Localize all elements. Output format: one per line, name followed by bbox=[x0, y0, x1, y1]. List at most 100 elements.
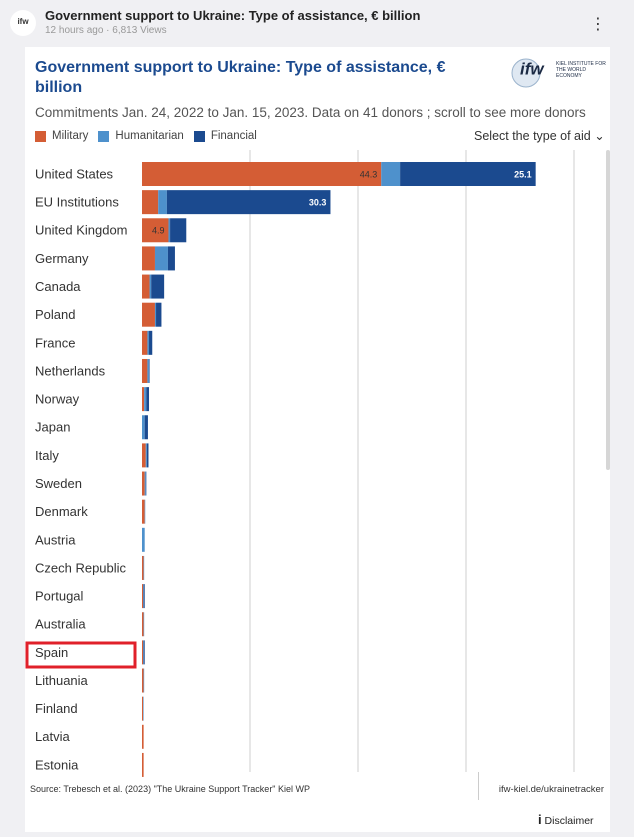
bar-segment bbox=[142, 302, 155, 327]
legend-item[interactable]: Humanitarian bbox=[98, 130, 184, 142]
bar-segment bbox=[142, 471, 145, 496]
category-label: Estonia bbox=[35, 757, 79, 772]
aid-type-select[interactable]: Select the type of aid ⌄ bbox=[474, 129, 605, 143]
logo: ifw KIEL INSTITUTE FOR THE WORLD ECONOMY bbox=[498, 55, 608, 91]
disclaimer[interactable]: i Disclaimer bbox=[538, 812, 594, 827]
category-label: Australia bbox=[35, 617, 86, 632]
bar-segment bbox=[142, 415, 145, 440]
bar-segment bbox=[400, 162, 536, 186]
category-label: Netherlands bbox=[35, 363, 106, 378]
bar-segment bbox=[149, 274, 152, 299]
bar-segment bbox=[166, 190, 331, 215]
category-label: Italy bbox=[35, 448, 59, 463]
bar-segment bbox=[144, 471, 146, 496]
bar-segment bbox=[147, 330, 150, 355]
category-label: Denmark bbox=[35, 504, 88, 519]
category-label: Lithuania bbox=[35, 673, 89, 688]
post-title: Government support to Ukraine: Type of a… bbox=[45, 8, 421, 23]
category-label: Poland bbox=[35, 307, 75, 322]
bar-segment bbox=[142, 640, 144, 665]
source-link[interactable]: ifw-kiel.de/ukrainetracker bbox=[478, 772, 604, 800]
bar-segment bbox=[142, 555, 144, 580]
data-label: 4.9 bbox=[152, 226, 165, 236]
logo-graphic: ifw KIEL INSTITUTE FOR THE WORLD ECONOMY bbox=[511, 58, 606, 88]
disclaimer-label: Disclaimer bbox=[544, 815, 594, 827]
legend: Military Humanitarian Financial bbox=[35, 130, 257, 142]
legend-item[interactable]: Financial bbox=[193, 130, 257, 142]
legend-swatch bbox=[35, 130, 46, 142]
logo-mark: ifw bbox=[520, 59, 545, 78]
category-label: Portugal bbox=[35, 589, 84, 604]
bar-segment bbox=[142, 246, 155, 271]
bars: 44.3 25.1 30.3 4.9 bbox=[142, 162, 536, 777]
bar-segment bbox=[142, 358, 148, 383]
bar-segment bbox=[145, 471, 147, 496]
category-label: France bbox=[35, 335, 75, 350]
chart-title: Government support to Ukraine: Type of a… bbox=[35, 59, 446, 96]
bar-segment bbox=[168, 218, 171, 243]
bar-segment bbox=[381, 162, 401, 186]
bar-segment bbox=[147, 358, 150, 383]
category-label: EU Institutions bbox=[35, 195, 119, 210]
bar-segment bbox=[143, 640, 145, 665]
logo-name: KIEL INSTITUTE FOR THE WORLD ECONOMY bbox=[556, 61, 606, 79]
bar-segment bbox=[143, 584, 145, 609]
bar-segment bbox=[143, 612, 145, 637]
chart-subtitle: Commitments Jan. 24, 2022 to Jan. 15, 20… bbox=[35, 105, 586, 120]
bar-segment bbox=[142, 724, 144, 749]
category-label: United States bbox=[35, 166, 114, 181]
bar-segment bbox=[154, 302, 157, 327]
select-label: Select the type of aid bbox=[474, 129, 591, 143]
bar-segment bbox=[170, 218, 187, 243]
bar-segment bbox=[142, 584, 144, 609]
bar-segment bbox=[142, 499, 145, 524]
data-label: 44.3 bbox=[360, 169, 378, 179]
bar-segment bbox=[146, 443, 149, 468]
category-label: Canada bbox=[35, 279, 81, 294]
category-label: Sweden bbox=[35, 476, 82, 491]
bar-segment bbox=[142, 387, 145, 412]
category-label: Germany bbox=[35, 251, 89, 266]
highlight-box bbox=[25, 641, 137, 669]
bar-segment bbox=[142, 443, 146, 468]
bar-segment bbox=[145, 443, 147, 468]
bar-segment bbox=[142, 190, 159, 215]
category-label: Finland bbox=[35, 701, 78, 716]
bar-segment bbox=[142, 696, 144, 721]
bar-segment bbox=[143, 640, 144, 665]
bar-segment bbox=[142, 162, 382, 186]
bar-segment bbox=[144, 499, 146, 524]
bar-segment bbox=[143, 668, 145, 693]
category-label: Spain bbox=[35, 645, 68, 660]
bar-segment bbox=[144, 387, 147, 412]
category-label: Austria bbox=[35, 532, 76, 547]
data-label: 30.3 bbox=[309, 198, 327, 208]
legend-item[interactable]: Military bbox=[35, 130, 88, 142]
bar-segment bbox=[151, 274, 165, 299]
menu-button[interactable]: ⋮ bbox=[590, 16, 606, 33]
bar-segment bbox=[142, 218, 169, 243]
bar-segment bbox=[142, 274, 150, 299]
bar-segment bbox=[142, 752, 144, 777]
bar-segment bbox=[149, 330, 153, 355]
bar-segment bbox=[149, 358, 150, 383]
category-label: Japan bbox=[35, 420, 70, 435]
category-label: Norway bbox=[35, 392, 80, 407]
source: Source: Trebesch et al. (2023) "The Ukra… bbox=[30, 784, 311, 794]
logo-globe bbox=[511, 58, 541, 88]
bar-segment bbox=[142, 330, 148, 355]
data-label: 25.1 bbox=[514, 169, 532, 179]
bar-segment bbox=[142, 612, 144, 637]
post-views: 6,813 Views bbox=[112, 25, 167, 36]
bar-segment bbox=[142, 668, 144, 693]
bar-segment bbox=[167, 246, 175, 271]
bar-segment bbox=[158, 190, 167, 215]
bar-segment bbox=[142, 527, 145, 552]
bar-segment bbox=[143, 584, 144, 609]
category-label: United Kingdom bbox=[35, 223, 128, 238]
legend-label: Humanitarian bbox=[115, 130, 184, 142]
category-label: Czech Republic bbox=[35, 560, 127, 575]
legend-swatch bbox=[193, 130, 205, 142]
